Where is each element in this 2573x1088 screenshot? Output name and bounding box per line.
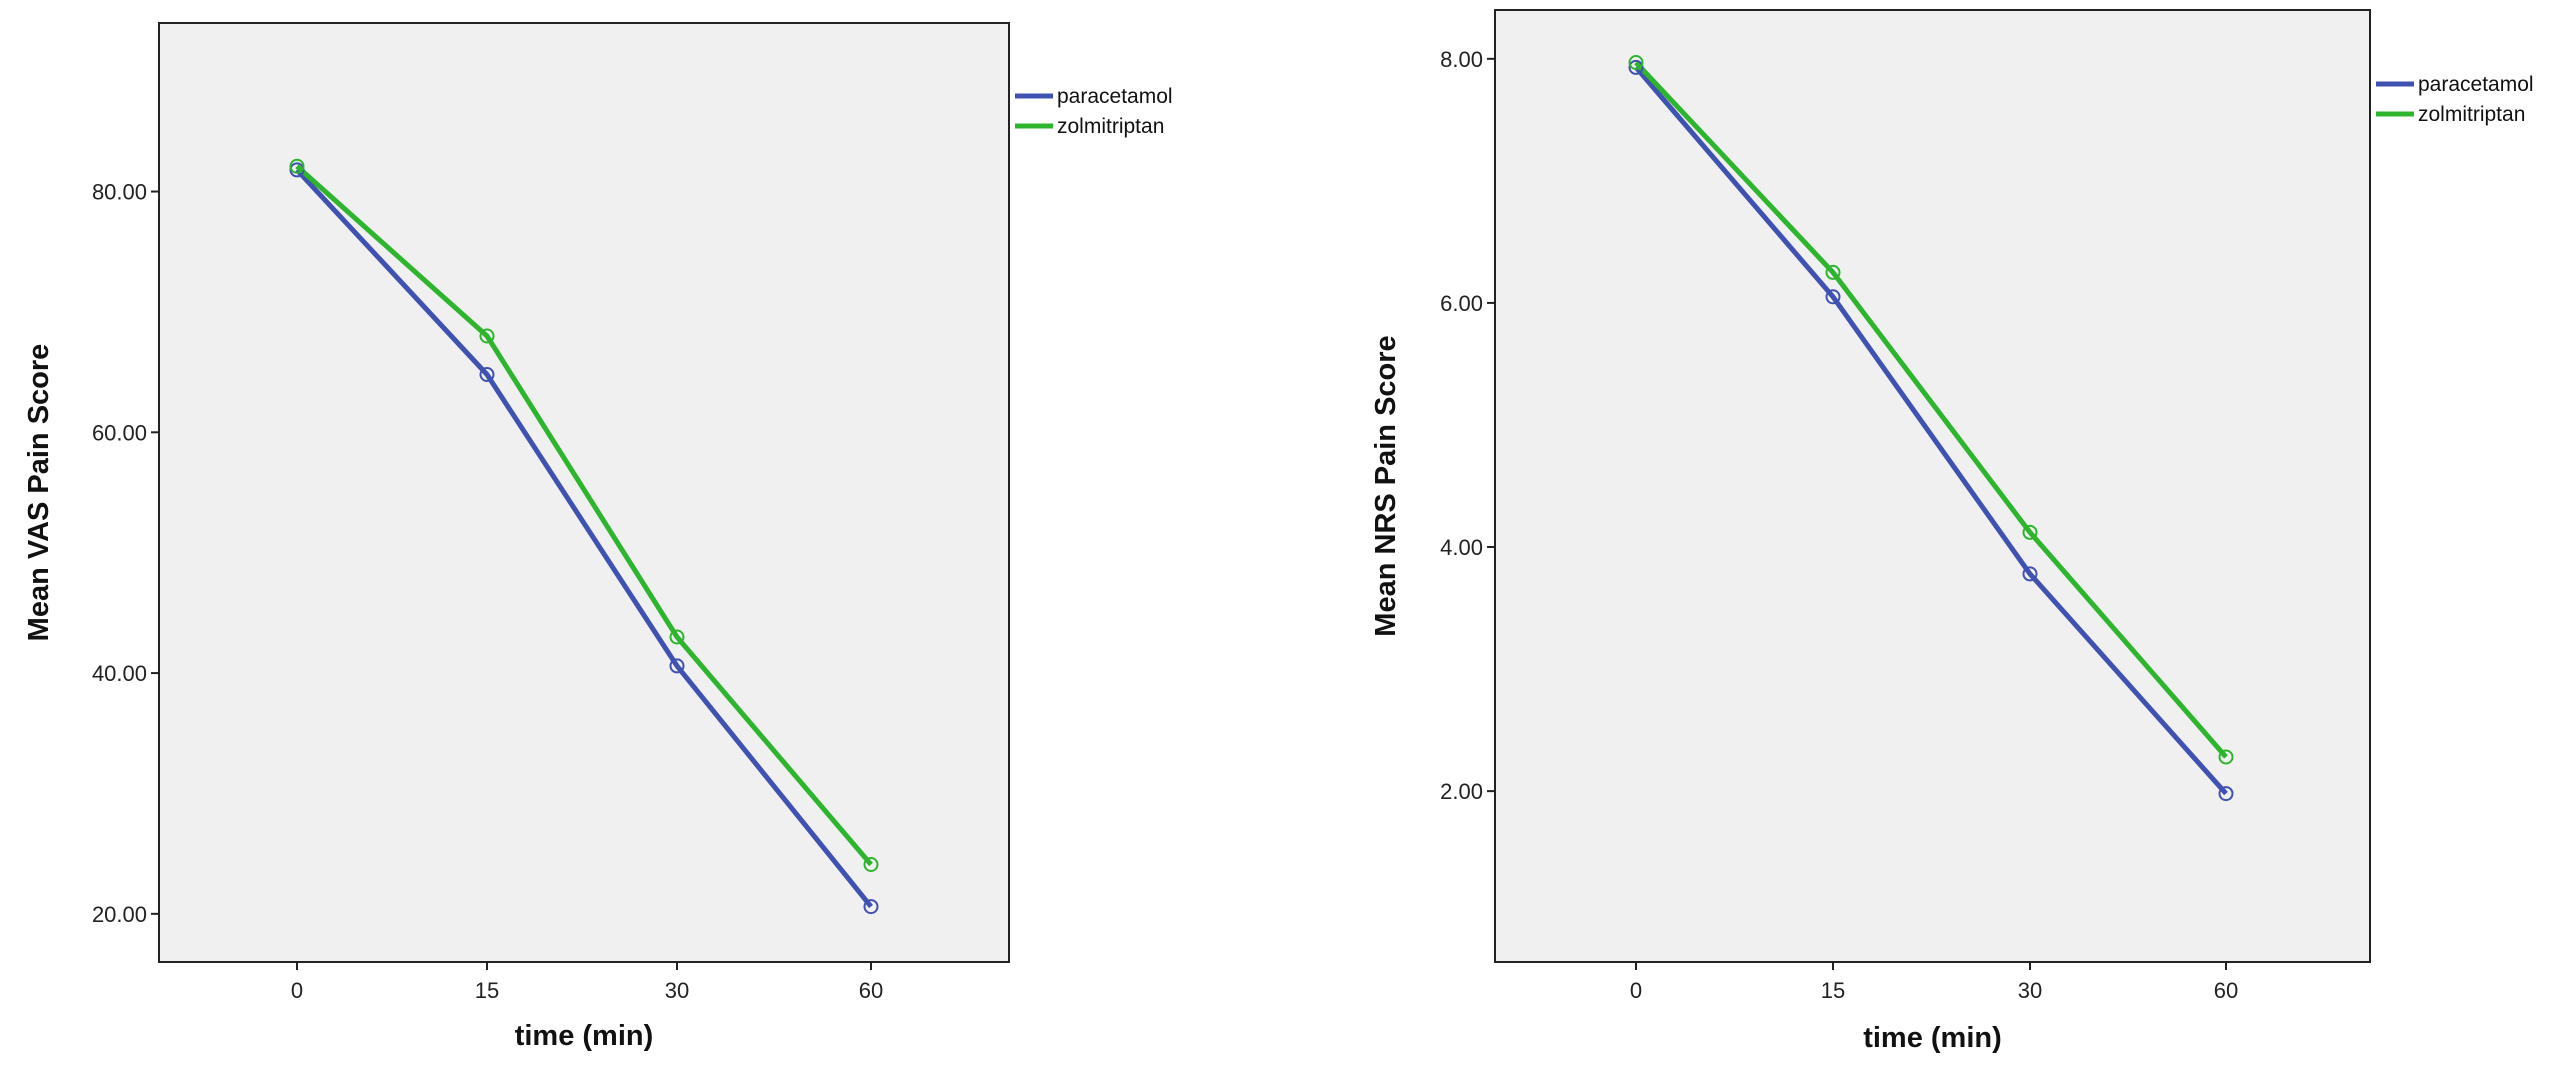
y-tick-label: 60.00 — [92, 420, 147, 445]
series-line-paracetamol — [1634, 65, 2228, 796]
legend-label-zolmitriptan: zolmitriptan — [1057, 115, 1164, 138]
data-point-paracetamol — [1825, 289, 1841, 305]
y-tick-label: 40.00 — [92, 661, 147, 686]
y-tick-label: 20.00 — [92, 902, 147, 927]
x-tick-label: 15 — [475, 978, 499, 1003]
x-axis-title: time (min) — [1863, 1022, 2002, 1054]
x-tick-label: 15 — [1821, 978, 1845, 1003]
x-tick-label: 30 — [665, 978, 689, 1003]
series-line-paracetamol — [295, 168, 873, 909]
y-tick-label: 8.00 — [1440, 47, 1483, 72]
data-point-zolmitriptan — [479, 328, 495, 344]
data-point-zolmitriptan — [1825, 264, 1841, 280]
legend-label-zolmitriptan: zolmitriptan — [2418, 103, 2525, 126]
data-point-paracetamol — [863, 899, 879, 915]
data-point-paracetamol — [2022, 566, 2038, 582]
legend-label-paracetamol: paracetamol — [1057, 85, 1173, 108]
data-point-zolmitriptan — [669, 629, 685, 645]
nrs-chart: 2.00 4.00 6.00 8.00 0 15 30 60 Mean NRS Pain Sco… — [1370, 9, 2534, 1054]
x-tick-label: 0 — [291, 978, 303, 1003]
data-point-zolmitriptan — [863, 857, 879, 872]
data-point-zolmitriptan — [2022, 524, 2038, 540]
y-tick-label: 80.00 — [92, 180, 147, 205]
data-point-paracetamol — [2218, 786, 2234, 802]
y-tick-label: 6.00 — [1440, 291, 1483, 316]
y-axis-title: Mean VAS Pain Score — [23, 344, 55, 642]
x-axis-title: time (min) — [515, 1020, 654, 1052]
x-tick-label: 30 — [2018, 978, 2042, 1003]
x-tick-label: 60 — [859, 978, 883, 1003]
y-tick-label: 4.00 — [1440, 535, 1483, 560]
y-tick-label: 2.00 — [1440, 779, 1483, 804]
x-tick-label: 0 — [1630, 978, 1642, 1003]
legend-label-paracetamol: paracetamol — [2418, 73, 2534, 96]
data-point-paracetamol — [479, 367, 495, 382]
data-point-zolmitriptan — [289, 158, 305, 174]
x-tick-label: 60 — [2214, 978, 2238, 1003]
plot-area — [1494, 9, 2371, 963]
data-point-paracetamol — [669, 658, 685, 674]
data-point-zolmitriptan — [1628, 55, 1644, 70]
series-line-zolmitriptan — [295, 164, 873, 867]
data-point-zolmitriptan — [2218, 749, 2234, 765]
vas-chart: 20.00 40.00 60.00 80.00 0 15 30 60 Mean VAS Pain… — [23, 22, 1173, 1052]
data-point-paracetamol — [1628, 59, 1644, 75]
series-line-zolmitriptan — [1634, 60, 2228, 759]
y-axis-title: Mean NRS Pain Score — [1370, 335, 1402, 636]
